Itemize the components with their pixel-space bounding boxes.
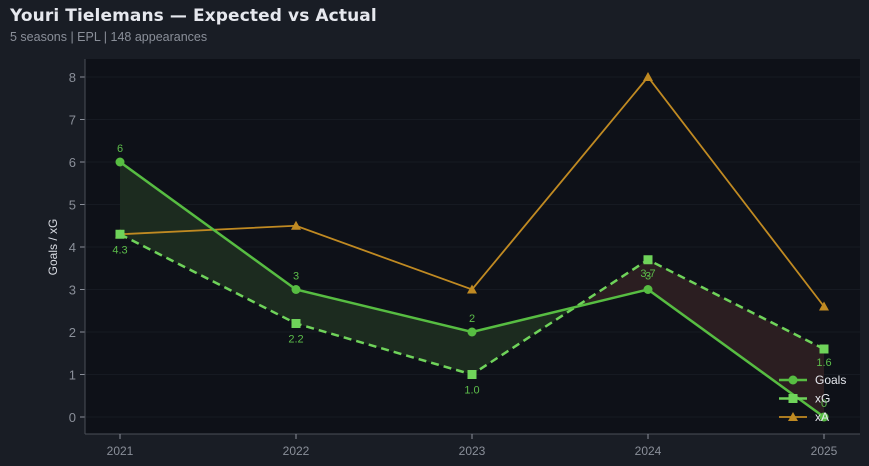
goals-marker-circle (643, 285, 653, 294)
xg-data-label: 1.0 (464, 385, 479, 397)
legend-circle-icon (788, 375, 798, 385)
legend-square-icon (788, 394, 798, 403)
legend: Goals xG xA (779, 373, 846, 424)
goals-data-label: 3 (293, 271, 299, 283)
legend-item-xa: xA (779, 410, 829, 424)
legend-item-xg: xG (779, 392, 830, 406)
legend-label: xA (815, 410, 829, 424)
xa-marker-triangle (819, 301, 829, 311)
xa-marker-triangle (643, 72, 653, 81)
chart-subtitle: 5 seasons | EPL | 148 appearances (10, 30, 208, 44)
xg-data-label: 3.7 (640, 268, 655, 280)
goals-data-label: 6 (117, 143, 123, 155)
legend-label: Goals (815, 373, 846, 387)
goals-marker-circle (115, 157, 125, 167)
y-tick-label: 8 (69, 70, 76, 85)
goals-data-label: 0 (821, 398, 827, 410)
xg-marker-square (291, 319, 301, 328)
overperformance-fill (120, 162, 296, 324)
axes: 0 1 2 3 4 5 6 7 8 2021 2022 2023 2024 2025 (69, 59, 860, 458)
xa-marker-triangle (467, 284, 477, 294)
chart-title: Youri Tielemans — Expected vs Actual (10, 6, 377, 26)
x-tick-label: 2023 (459, 444, 486, 458)
y-tick-label: 4 (69, 240, 76, 255)
x-tick-label: 2021 (107, 444, 134, 458)
overperformance-fill (296, 289, 472, 375)
xg-data-label: 2.2 (288, 334, 303, 346)
xa-marker-triangle (291, 220, 301, 230)
xg-marker-square (115, 229, 125, 239)
y-tick-label: 2 (69, 325, 76, 340)
goals-marker-circle (819, 412, 829, 422)
data-labels: 6 3 2 3 0 4.3 2.2 1.0 3.7 1.6 (112, 143, 831, 410)
y-tick-label: 1 (69, 368, 76, 383)
legend-item-goals: Goals (779, 373, 846, 387)
goals-data-label: 2 (469, 313, 475, 325)
xg-data-label: 1.6 (816, 357, 831, 369)
x-tick-label: 2022 (283, 444, 310, 458)
underperformance-fill (648, 259, 824, 417)
goals-marker-circle (291, 285, 301, 294)
xg-data-label: 4.3 (112, 244, 127, 256)
legend-label: xG (815, 392, 830, 406)
y-tick-label: 6 (69, 155, 76, 170)
y-tick-label: 0 (69, 410, 76, 425)
xg-marker-square (643, 255, 653, 265)
y-tick-label: 7 (69, 113, 76, 128)
x-tick-label: 2025 (811, 444, 838, 458)
xg-marker-square (467, 370, 477, 379)
y-axis-label: Goals / xG (46, 219, 60, 276)
goals-marker-circle (467, 327, 477, 337)
series-markers (115, 72, 829, 422)
y-tick-label: 5 (69, 198, 76, 213)
goals-data-label: 3 (645, 271, 651, 283)
y-tick-label: 3 (69, 283, 76, 298)
xg-marker-square (819, 344, 829, 354)
x-tick-label: 2024 (635, 444, 662, 458)
legend-triangle-icon (788, 412, 798, 421)
